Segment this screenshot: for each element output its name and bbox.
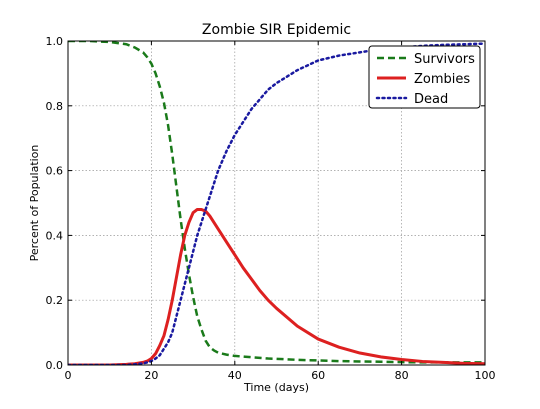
- x-tick-label: 100: [475, 369, 496, 382]
- legend-box: [368, 45, 481, 109]
- x-tick-label: 40: [228, 369, 242, 382]
- chart-title: Zombie SIR Epidemic: [202, 22, 351, 38]
- x-tick-label: 60: [311, 369, 325, 382]
- axes-frame: [67, 40, 486, 366]
- series-line-dead: [68, 42, 485, 365]
- legend-label-survivors: Survivors: [414, 52, 475, 67]
- y-tick-label: 0.6: [46, 165, 64, 178]
- y-tick-label: 0.0: [46, 359, 64, 372]
- y-tick-label: 1.0: [46, 35, 64, 48]
- ticks: [67, 40, 486, 366]
- series-line-zombies: [68, 207, 485, 365]
- y-axis-label: Percent of Population: [28, 145, 41, 262]
- x-tick-label: 0: [65, 369, 72, 382]
- legend-label-dead: Dead: [414, 92, 448, 107]
- legend-label-zombies: Zombies: [414, 72, 470, 87]
- y-tick-label: 0.8: [46, 100, 64, 113]
- legend: Survivors Zombies Dead: [368, 45, 481, 109]
- x-axis-label: Time (days): [243, 381, 309, 394]
- tick-labels: 0 20 40 60 80 100 0.0 0.2 0.4 0.6 0.8 1.0: [46, 35, 496, 382]
- x-tick-label: 20: [144, 369, 158, 382]
- y-tick-label: 0.4: [46, 229, 64, 242]
- y-tick-label: 0.2: [46, 294, 64, 307]
- series-group: [68, 41, 485, 365]
- series-line-survivors: [68, 41, 485, 364]
- x-tick-label: 80: [395, 369, 409, 382]
